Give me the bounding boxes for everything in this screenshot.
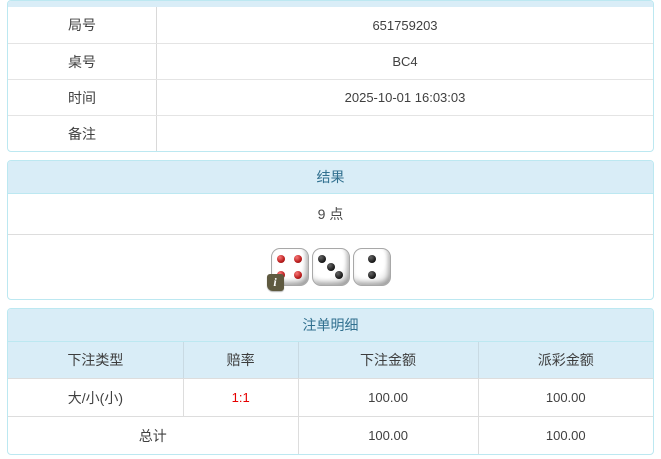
die-pip [367, 271, 376, 280]
table-row: 大/小(小) 1:1 100.00 100.00 [8, 378, 653, 416]
table-row: 备注 [8, 115, 653, 151]
result-panel-title: 结果 [8, 161, 653, 194]
table-id-label: 桌号 [8, 44, 157, 79]
game-info-panel: 局号 651759203 桌号 BC4 时间 2025-10-01 16:03:… [7, 0, 654, 152]
remark-label: 备注 [8, 116, 157, 151]
result-points: 9 点 [8, 194, 653, 235]
total-payout: 100.00 [477, 417, 653, 454]
bet-details-panel: 注单明细 下注类型 赔率 下注金额 派彩金额 大/小(小) 1:1 100.00… [7, 308, 654, 455]
die-pip [318, 254, 327, 263]
total-bet-amount: 100.00 [297, 417, 478, 454]
table-row: 时间 2025-10-01 16:03:03 [8, 79, 653, 115]
die-pip [277, 254, 286, 263]
die-pip [367, 254, 376, 263]
table-id-value: BC4 [392, 54, 418, 69]
time-label: 时间 [8, 80, 157, 115]
bet-type-value: 大/小(小) [67, 389, 123, 406]
time-value: 2025-10-01 16:03:03 [344, 90, 466, 105]
die-pip [293, 271, 302, 280]
column-header-odds: 赔率 [182, 342, 298, 378]
bet-amount-value: 100.00 [297, 379, 478, 416]
die-pip [326, 263, 335, 271]
die-pip [293, 254, 302, 263]
column-header-payout: 派彩金额 [477, 342, 653, 378]
die-pip [334, 271, 343, 280]
odds-value: 1:1 [182, 379, 298, 416]
info-icon[interactable]: i [266, 274, 284, 291]
round-id-value: 651759203 [372, 17, 438, 33]
table-row: 桌号 BC4 [8, 43, 653, 79]
remark-value [157, 116, 653, 151]
column-header-bet-type: 下注类型 [67, 352, 124, 368]
table-row: 局号 651759203 [8, 7, 653, 43]
payout-value: 100.00 [477, 379, 653, 416]
total-label: 总计 [138, 427, 167, 444]
bet-details-title: 注单明细 [8, 309, 653, 342]
dice-row: i [8, 235, 653, 299]
result-panel: 结果 9 点 i [7, 160, 654, 300]
die-2 [352, 248, 391, 286]
total-row: 总计 100.00 100.00 [8, 416, 653, 454]
die-3 [311, 248, 350, 286]
bets-column-header-row: 下注类型 赔率 下注金额 派彩金额 [8, 342, 653, 378]
column-header-bet-amount: 下注金额 [297, 342, 478, 378]
game-info-panel-header-strip [8, 1, 653, 7]
dice-group: i [266, 248, 391, 291]
round-id-label: 局号 [8, 7, 157, 43]
